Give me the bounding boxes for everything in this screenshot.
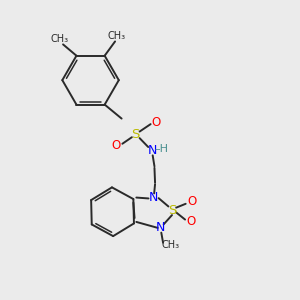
Text: –H: –H bbox=[154, 144, 169, 154]
Text: CH₃: CH₃ bbox=[107, 31, 125, 41]
Text: N: N bbox=[149, 191, 158, 204]
Text: CH₃: CH₃ bbox=[161, 240, 179, 250]
Text: CH₃: CH₃ bbox=[50, 34, 69, 44]
Text: O: O bbox=[186, 215, 196, 228]
Text: N: N bbox=[156, 221, 165, 234]
Text: O: O bbox=[187, 195, 196, 208]
Text: N: N bbox=[147, 143, 157, 157]
Text: S: S bbox=[131, 128, 140, 141]
Text: S: S bbox=[168, 203, 176, 217]
Text: O: O bbox=[112, 139, 121, 152]
Text: O: O bbox=[152, 116, 161, 129]
